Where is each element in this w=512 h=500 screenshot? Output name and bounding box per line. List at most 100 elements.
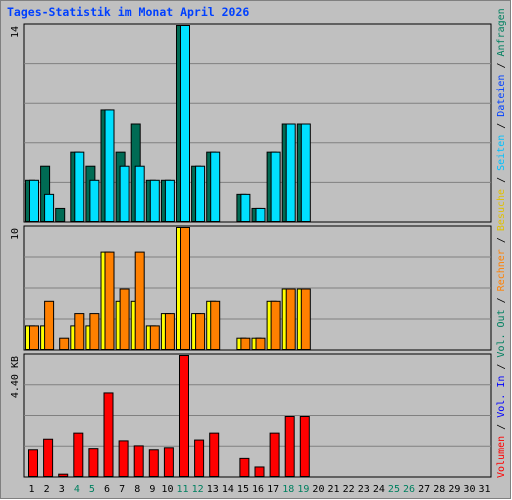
x-tick-label-day-6: 6: [104, 484, 110, 495]
bar-dateien-day-19: [300, 123, 311, 222]
legend-part: Vol. In: [496, 376, 507, 418]
x-tick-label-day-23: 23: [358, 484, 370, 495]
x-tick-label-day-8: 8: [134, 484, 140, 495]
x-tick-label-day-19: 19: [297, 484, 309, 495]
bar-volumen-day-9: [148, 449, 159, 478]
legend-part: Rechner: [496, 249, 507, 291]
bar-volumen-day-15: [239, 457, 250, 478]
x-tick-label-day-17: 17: [267, 484, 279, 495]
bar-dateien-day-4: [74, 151, 85, 222]
bar-volumen-day-11: [179, 355, 189, 477]
bar-rechner-day-16: [255, 337, 266, 351]
bar-volumen-day-18: [284, 416, 295, 477]
x-tick-label-day-22: 22: [343, 484, 355, 495]
bar-rechner-day-1: [29, 325, 39, 350]
legend-part: Vol. Out: [496, 309, 507, 357]
x-tick-label-day-15: 15: [237, 484, 249, 495]
x-tick-label-day-14: 14: [222, 484, 234, 495]
legend: Volumen / Vol. In / Vol. Out / Rechner /…: [496, 8, 507, 478]
bar-dateien-day-10: [164, 179, 175, 223]
bar-volumen-day-17: [269, 432, 280, 477]
bar-dateien-day-13: [210, 151, 221, 222]
bar-dateien-day-1: [29, 179, 39, 223]
legend-part: Dateien: [496, 75, 507, 117]
bar-volumen-day-12: [194, 439, 205, 477]
bar-rechner-day-7: [119, 288, 130, 350]
bar-rechner-day-12: [195, 313, 206, 351]
bar-rechner-day-15: [240, 337, 251, 351]
bar-volumen-day-4: [73, 432, 84, 477]
legend-part: Besuche: [496, 189, 507, 231]
x-tick-label-day-13: 13: [207, 484, 219, 495]
bar-rechner-day-11: [180, 227, 190, 350]
legend-part: /: [496, 117, 507, 135]
bar-volumen-day-16: [254, 466, 265, 477]
x-tick-label-day-10: 10: [161, 484, 173, 495]
bar-rechner-day-10: [164, 313, 175, 351]
bar-dateien-day-5: [89, 179, 100, 223]
bar-rechner-day-5: [89, 313, 100, 351]
y-max-label: 14: [10, 26, 21, 38]
bar-volumen-day-3: [58, 473, 69, 478]
bar-volumen-day-7: [118, 440, 129, 477]
x-tick-label-day-20: 20: [312, 484, 324, 495]
legend-part: /: [496, 418, 507, 436]
y-max-label: 4.40 KB: [10, 356, 21, 398]
legend-part: /: [496, 171, 507, 189]
x-tick-label-day-24: 24: [373, 484, 385, 495]
bar-rechner-day-13: [210, 300, 221, 350]
bar-volumen-day-13: [209, 432, 220, 477]
visits-hosts-panel: 10: [10, 225, 492, 351]
bar-volumen-day-5: [88, 448, 99, 477]
bar-volumen-day-8: [133, 445, 144, 477]
bar-rechner-day-3: [59, 337, 70, 351]
bar-dateien-day-11: [180, 25, 190, 222]
bar-volumen-day-2: [43, 438, 54, 477]
legend-part: Volumen: [496, 436, 507, 478]
bar-dateien-day-6: [104, 109, 115, 222]
x-tick-label-day-11: 11: [177, 484, 189, 495]
legend-part: Seiten: [496, 135, 507, 171]
bar-volumen-day-1: [28, 449, 38, 478]
x-tick-label-day-25: 25: [388, 484, 400, 495]
x-tick-label-day-26: 26: [403, 484, 415, 495]
bar-dateien-day-16: [255, 207, 266, 223]
legend-part: /: [496, 56, 507, 74]
x-tick-label-day-31: 31: [479, 484, 491, 495]
bar-dateien-day-15: [240, 193, 251, 223]
bar-dateien-day-8: [134, 165, 145, 222]
bar-rechner-day-19: [300, 288, 311, 350]
x-tick-label-day-28: 28: [433, 484, 445, 495]
x-tick-label-day-3: 3: [59, 484, 65, 495]
bar-rechner-day-9: [149, 325, 160, 350]
x-tick-label-day-21: 21: [328, 484, 340, 495]
bar-dateien-day-7: [119, 165, 130, 222]
bar-dateien-day-2: [44, 193, 55, 223]
x-tick-label-day-27: 27: [418, 484, 430, 495]
x-tick-label-day-18: 18: [282, 484, 294, 495]
bar-volumen-day-19: [299, 416, 310, 477]
x-tick-label-day-1: 1: [29, 484, 35, 495]
chart-panels: 14 10 4.40 KB: [10, 23, 492, 478]
x-tick-label-day-9: 9: [149, 484, 155, 495]
x-axis-labels: 1 2 3 4 5 6 7 8 9 10 11 12 13 14 15 16 17 18 19 20 21 22 23 24 2…: [29, 484, 491, 495]
x-tick-label-day-30: 30: [463, 484, 475, 495]
chart-title: Tages-Statistik im Monat April 2026: [7, 5, 249, 19]
bar-dateien-day-17: [270, 151, 281, 222]
x-tick-label-day-29: 29: [448, 484, 460, 495]
volume-panel: 4.40 KB: [10, 353, 492, 478]
bar-dateien-day-18: [285, 123, 296, 222]
x-tick-label-day-12: 12: [192, 484, 204, 495]
bar-dateien-day-12: [195, 165, 206, 222]
legend-part: /: [496, 291, 507, 309]
x-tick-label-day-7: 7: [119, 484, 125, 495]
bar-rechner-day-4: [74, 313, 85, 351]
legend-part: /: [496, 358, 507, 376]
bar-volumen-day-10: [163, 447, 174, 477]
requests-files-panel: 14: [10, 23, 492, 223]
bar-rechner-day-18: [285, 288, 296, 350]
x-tick-label-day-16: 16: [252, 484, 264, 495]
legend-part: Anfragen: [496, 8, 507, 56]
